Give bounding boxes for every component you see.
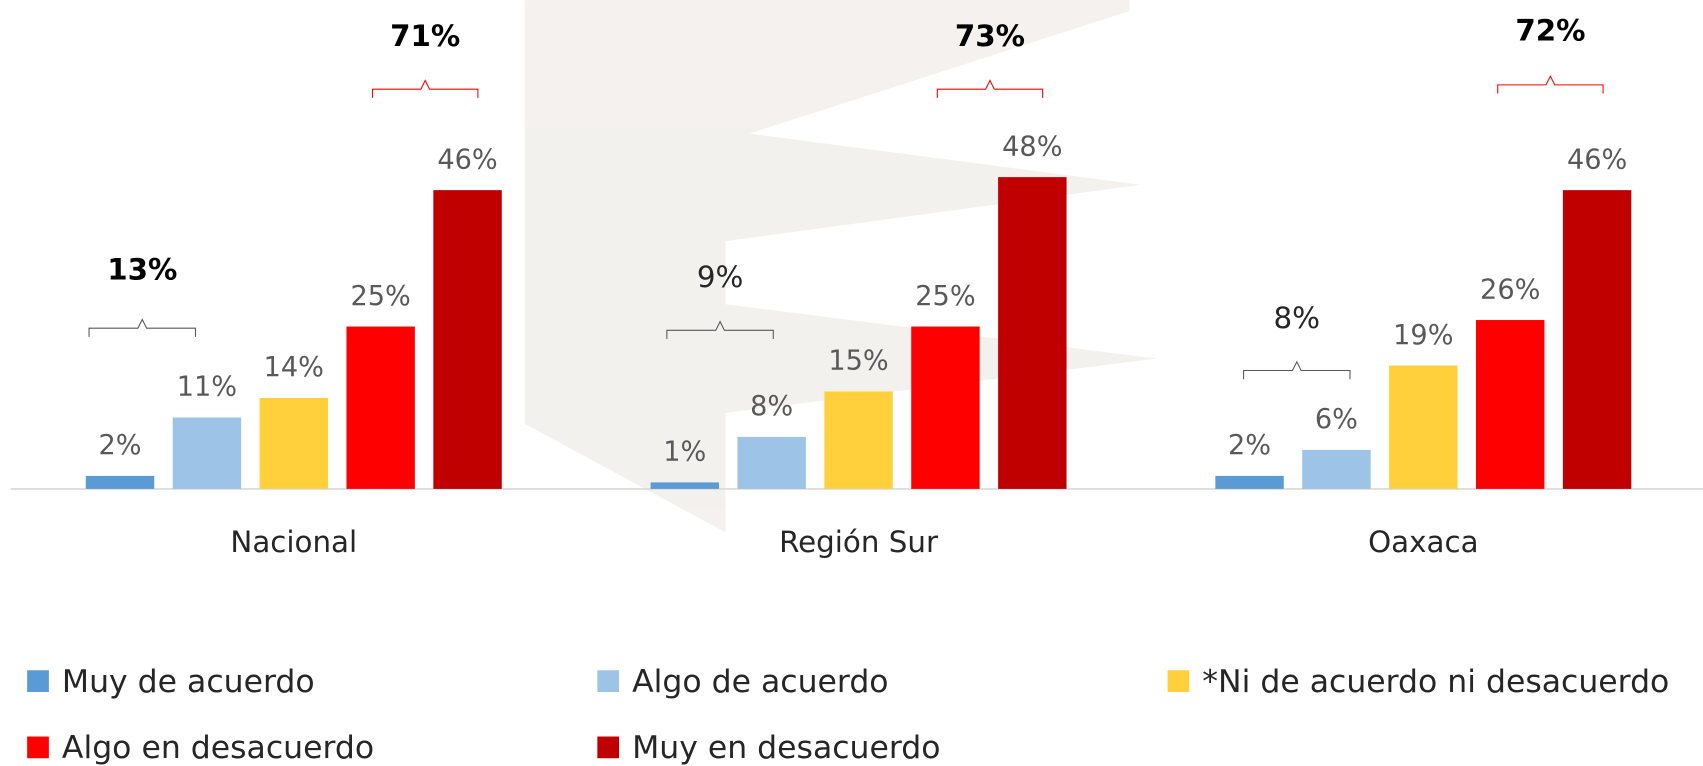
bar (824, 391, 893, 489)
x-tick-label: Región Sur (779, 525, 939, 559)
data-label: 46% (1567, 144, 1627, 175)
data-label: 19% (1393, 320, 1453, 351)
annotation: 73% (955, 19, 1025, 53)
data-label: 46% (437, 144, 497, 175)
annotation: 72% (1515, 13, 1585, 47)
bar (650, 482, 719, 489)
x-tick-label: Oaxaca (1368, 525, 1478, 559)
data-label: 25% (351, 281, 411, 312)
legend-label: Algo en desacuerdo (62, 730, 374, 766)
legend-label: Muy de acuerdo (62, 664, 315, 700)
data-label: 26% (1480, 274, 1540, 305)
legend-swatch (27, 670, 49, 692)
data-label: 48% (1002, 131, 1062, 162)
annotation: 8% (1274, 301, 1321, 335)
data-label: 14% (264, 352, 324, 383)
annotation: 9% (697, 260, 744, 294)
x-tick-label: Nacional (230, 525, 357, 559)
legend-label: Muy en desacuerdo (632, 730, 940, 766)
bracket (371, 79, 479, 98)
data-label: 1% (663, 437, 706, 468)
legend-swatch (1167, 670, 1190, 692)
data-label: 15% (828, 346, 888, 377)
bar (1215, 475, 1284, 489)
annotation: 71% (390, 19, 460, 53)
watermark (524, 0, 1157, 533)
data-label: 25% (915, 281, 975, 312)
bar (1389, 365, 1458, 489)
data-label: 6% (1315, 404, 1358, 435)
bar (911, 326, 980, 489)
legend-swatch (597, 670, 620, 692)
bracket (1243, 360, 1351, 380)
bar (998, 177, 1067, 489)
bar (737, 436, 806, 489)
bracket (1497, 74, 1604, 94)
bar (433, 190, 502, 489)
bracket (936, 79, 1044, 98)
bar (1476, 320, 1545, 489)
data-label: 2% (1228, 430, 1271, 461)
bar (346, 326, 415, 489)
annotation: 13% (107, 252, 177, 286)
data-label: 8% (750, 391, 793, 422)
bracket (666, 320, 774, 340)
bar (1302, 449, 1371, 489)
bar (172, 417, 242, 489)
data-label: 11% (177, 372, 237, 403)
legend-label: Algo de acuerdo (632, 664, 888, 700)
legend-label: *Ni de acuerdo ni desacuerdo (1202, 664, 1669, 700)
bar (259, 397, 329, 489)
bar (1562, 190, 1632, 489)
legend-swatch (597, 736, 620, 759)
bar (85, 475, 155, 489)
legend-swatch (27, 736, 49, 759)
data-label: 2% (98, 430, 141, 461)
bracket (88, 318, 197, 337)
